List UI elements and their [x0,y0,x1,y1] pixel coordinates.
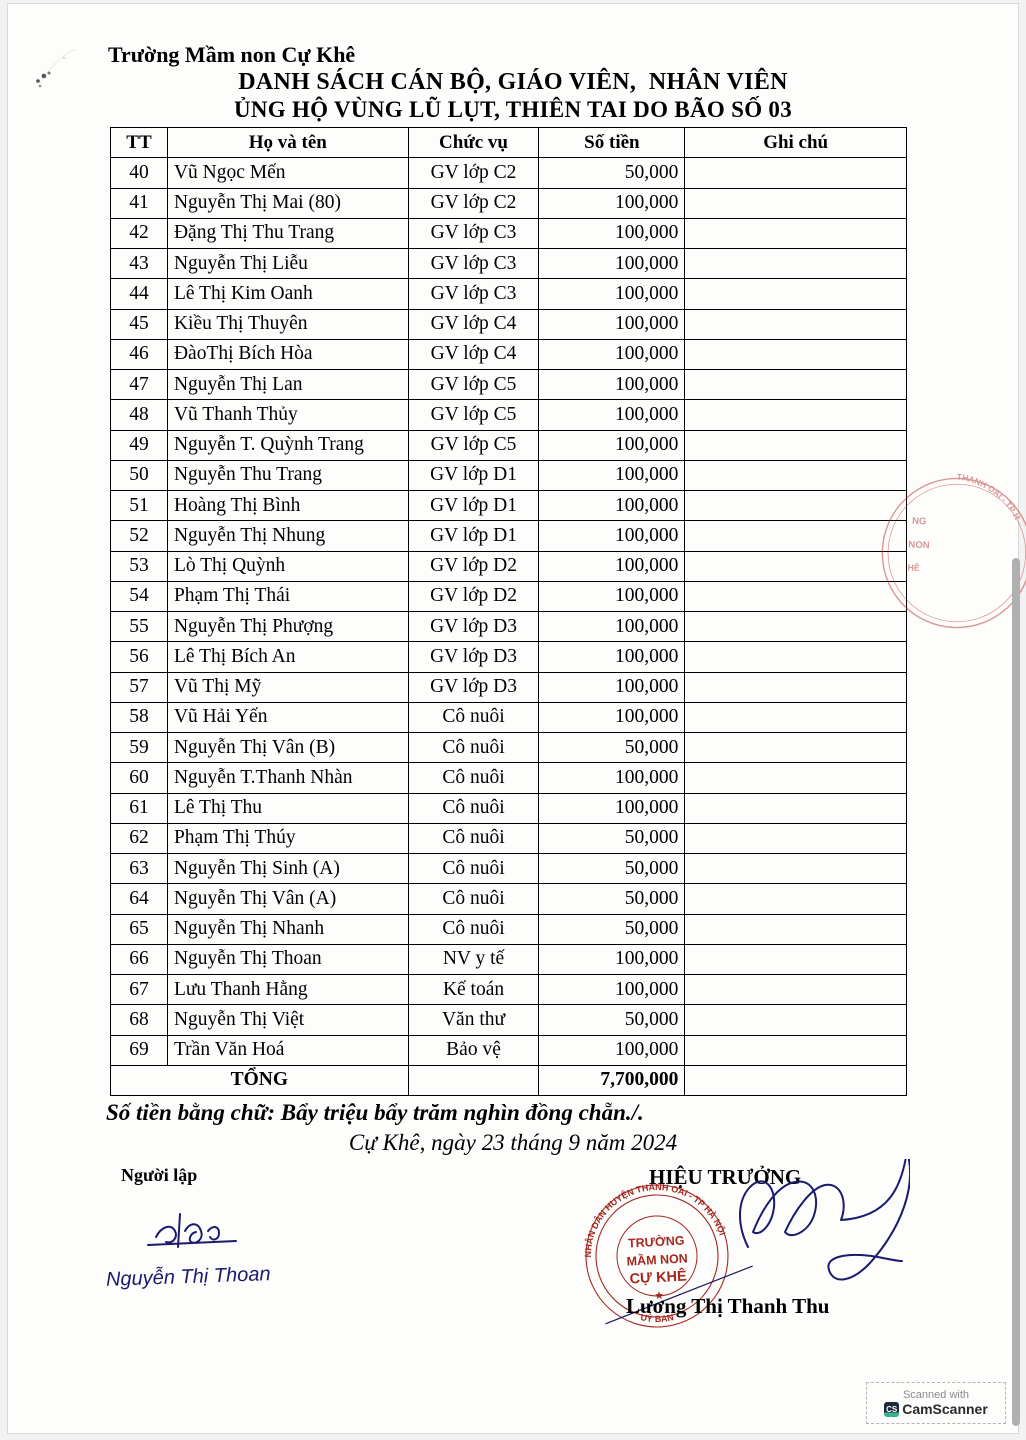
svg-text:CỰ KHÊ: CỰ KHÊ [629,1266,687,1287]
svg-text:THANH OAI - TP H: THANH OAI - TP H [955,471,1024,521]
svg-text:HÊ: HÊ [907,561,920,572]
svg-text:TRƯỜNG: TRƯỜNG [628,1233,685,1251]
svg-text:MẦM NON: MẦM NON [626,1250,688,1268]
svg-text:NG: NG [912,516,927,527]
svg-text:NON: NON [908,539,930,551]
